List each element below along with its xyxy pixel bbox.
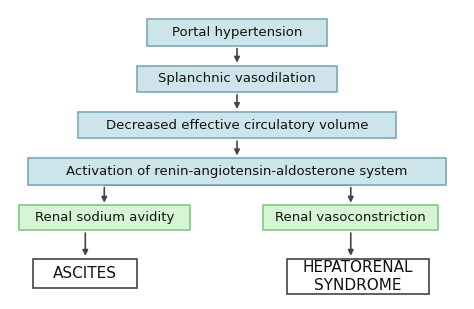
FancyBboxPatch shape xyxy=(19,205,190,230)
Text: Renal sodium avidity: Renal sodium avidity xyxy=(35,211,174,224)
FancyBboxPatch shape xyxy=(28,158,446,184)
FancyBboxPatch shape xyxy=(137,66,337,92)
FancyBboxPatch shape xyxy=(147,19,327,45)
FancyBboxPatch shape xyxy=(287,259,429,294)
Text: Decreased effective circulatory volume: Decreased effective circulatory volume xyxy=(106,119,368,132)
Text: Renal vasoconstriction: Renal vasoconstriction xyxy=(275,211,426,224)
FancyBboxPatch shape xyxy=(263,205,438,230)
FancyBboxPatch shape xyxy=(78,112,396,138)
Text: HEPATORENAL
SYNDROME: HEPATORENAL SYNDROME xyxy=(302,260,413,293)
Text: ASCITES: ASCITES xyxy=(53,266,118,281)
Text: Portal hypertension: Portal hypertension xyxy=(172,26,302,39)
Text: Splanchnic vasodilation: Splanchnic vasodilation xyxy=(158,72,316,85)
Text: Activation of renin-angiotensin-aldosterone system: Activation of renin-angiotensin-aldoster… xyxy=(66,165,408,178)
FancyBboxPatch shape xyxy=(33,259,137,288)
